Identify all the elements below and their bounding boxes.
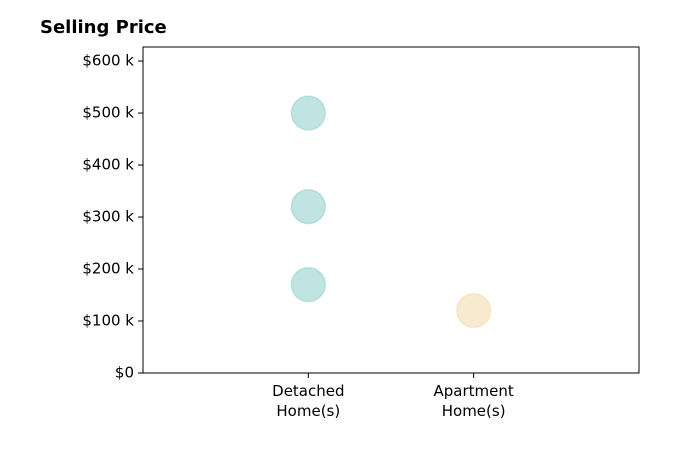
y-tick-label: $0 [115, 364, 134, 382]
y-tick-label: $300 k [82, 208, 134, 226]
x-tick-label: Apartment Home(s) [433, 382, 514, 420]
x-tick-label: Detached Home(s) [272, 382, 345, 420]
y-tick-label: $500 k [82, 104, 134, 122]
point [455, 292, 492, 329]
point [290, 266, 327, 303]
y-tick-label: $200 k [82, 260, 134, 278]
y-tick-label: $400 k [82, 156, 134, 174]
point [290, 95, 327, 131]
y-tick-label: $100 k [82, 312, 134, 330]
plot-frame [142, 46, 640, 374]
point [290, 188, 327, 225]
chart-title: Selling Price [40, 17, 167, 38]
y-tick-label: $600 k [82, 52, 134, 70]
